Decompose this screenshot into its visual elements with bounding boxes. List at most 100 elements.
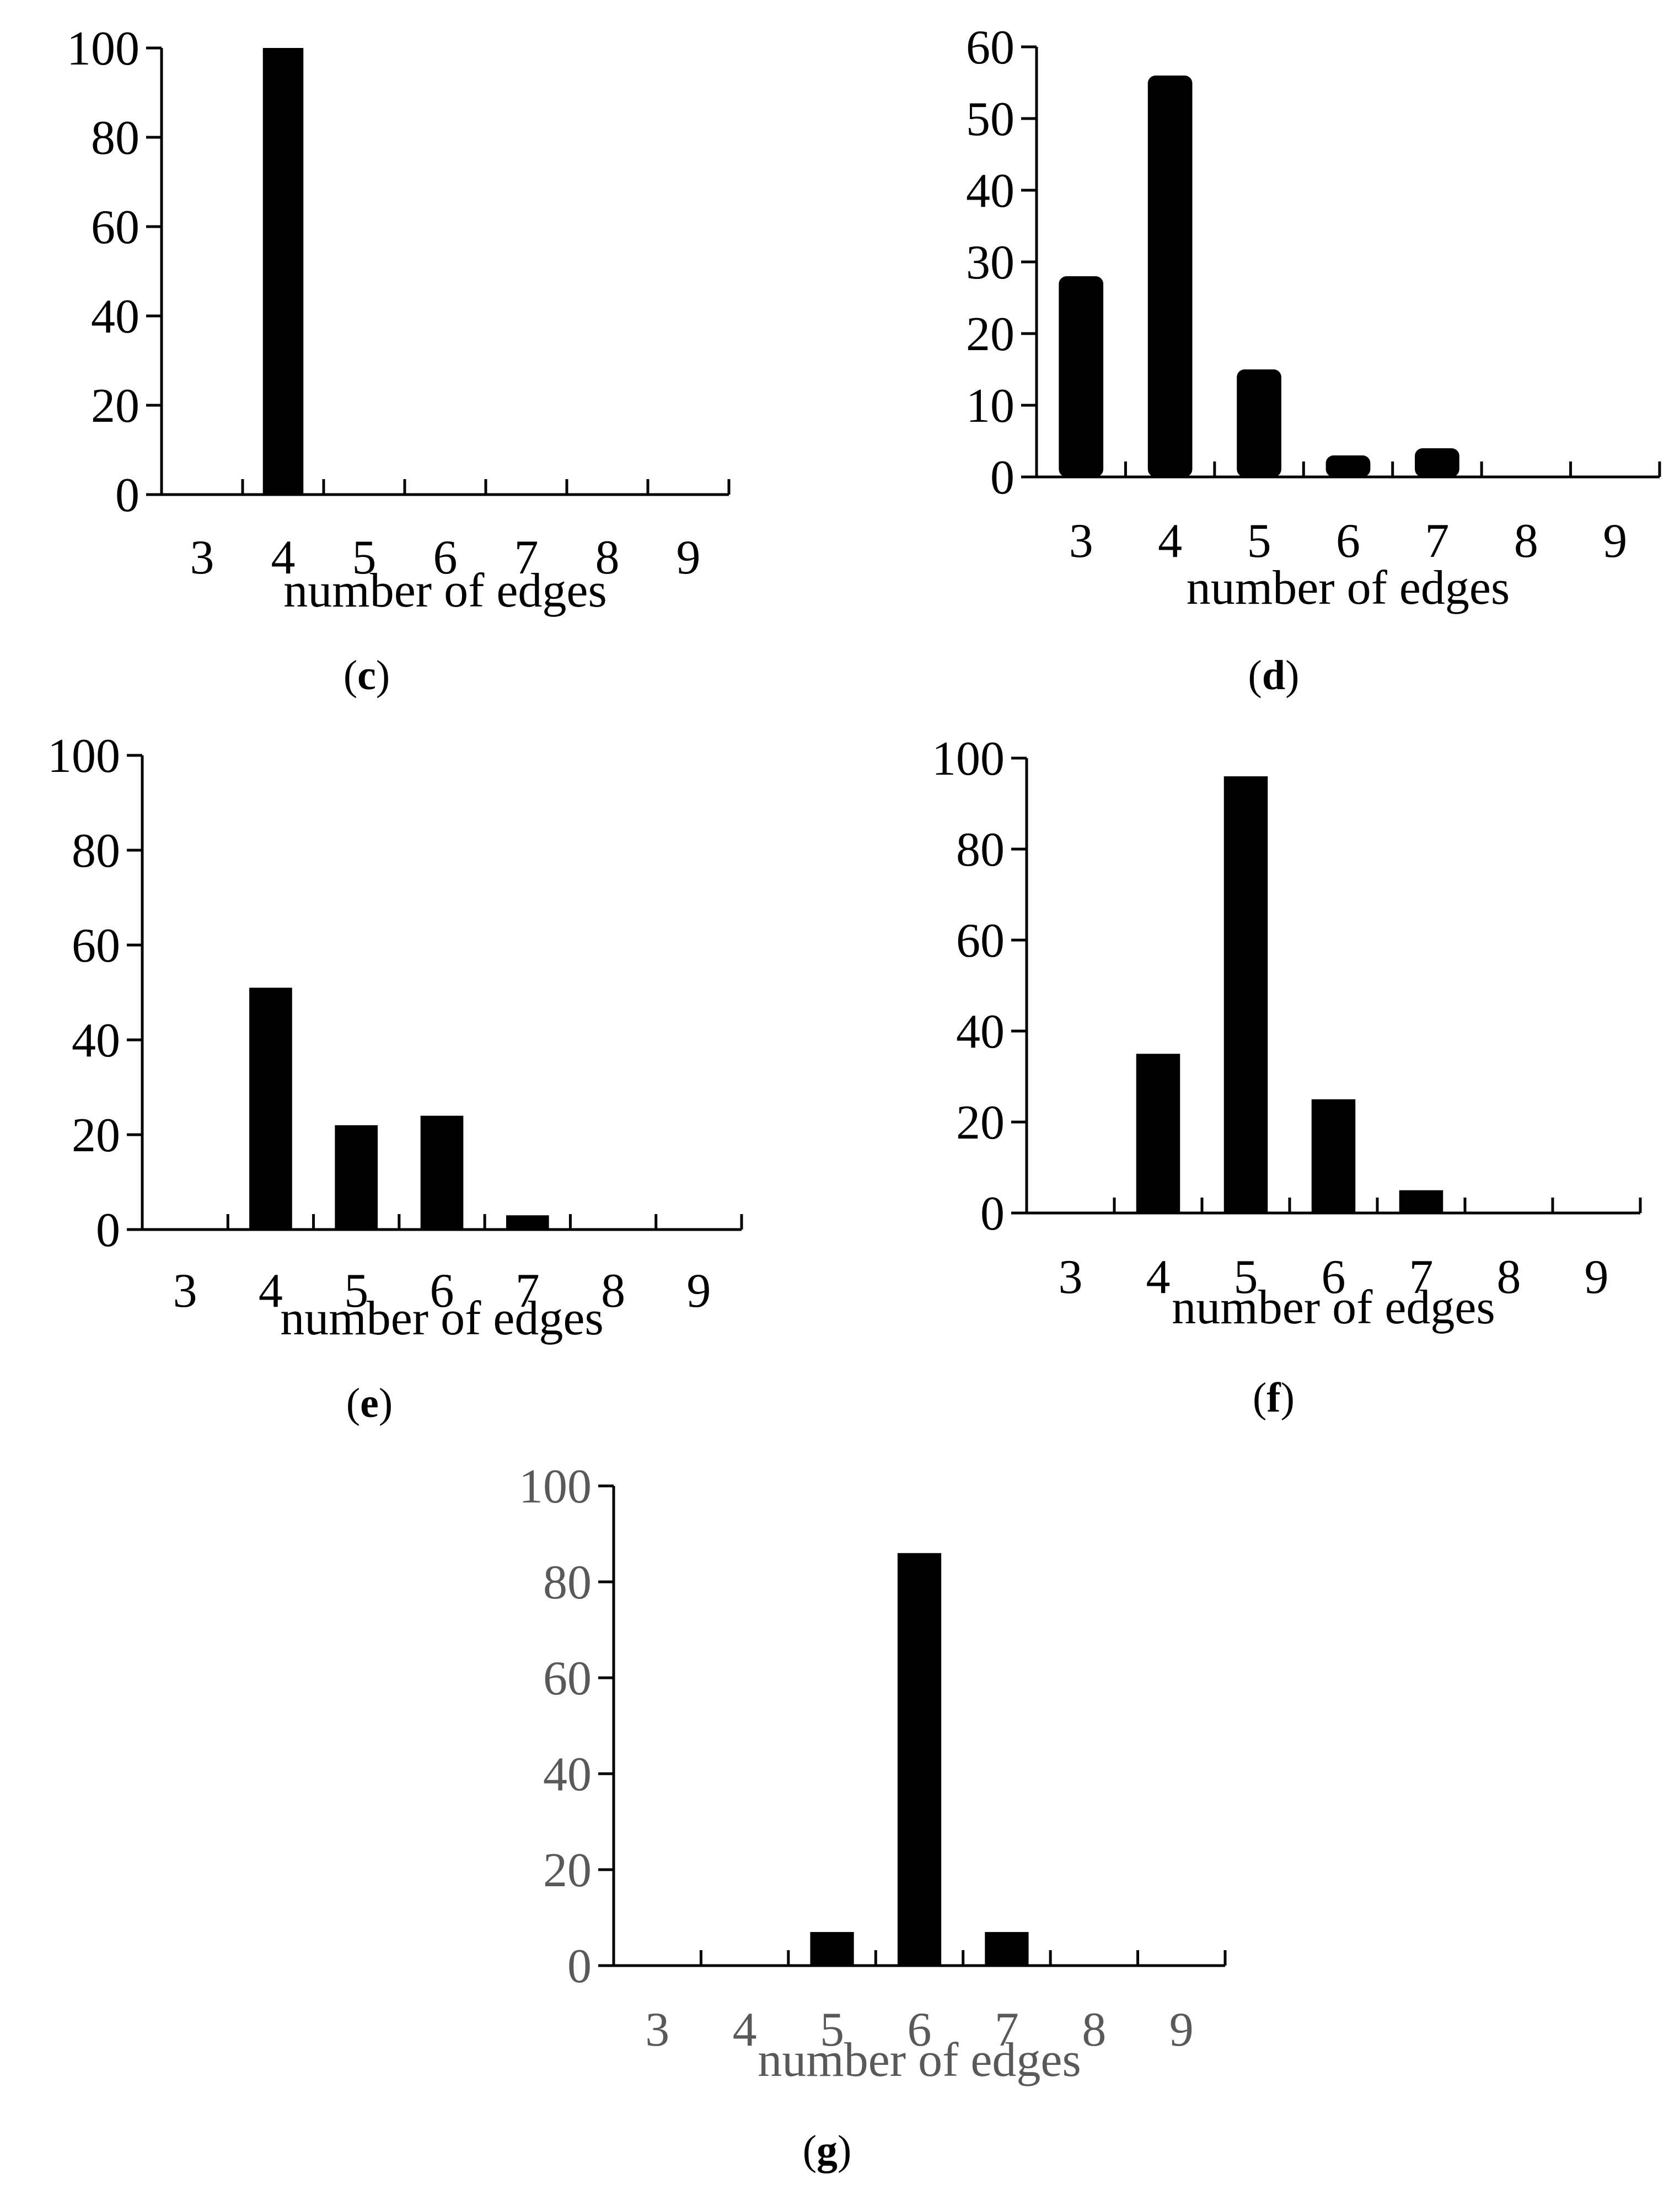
y-tick-label: 20	[91, 379, 139, 433]
x-tick-label: 4	[1158, 514, 1182, 568]
x-tick-label: 6	[908, 2003, 932, 2057]
chart-panel-d: 0 10 20 30 40 50 60 3 4 5 6 7 8 9 number of edges (d)	[966, 21, 1661, 699]
x-tick-label: 7	[1425, 514, 1449, 568]
bar-6	[1311, 1099, 1356, 1213]
bar-7	[506, 1215, 549, 1230]
y-tick-label: 60	[91, 201, 139, 254]
caption-open: (	[1248, 652, 1262, 699]
x-tick-label: 3	[645, 2003, 669, 2057]
y-tick-label: 80	[91, 111, 139, 165]
x-tick-label: 3	[1069, 514, 1093, 568]
bar-4	[249, 987, 292, 1230]
chart-panel-f: 0 20 40 60 80 100 3 4 5 6 7 8 9 number of edges (f)	[932, 732, 1642, 1421]
chart-panel-e: 0 20 40 60 80 100 3 4 5 6 7 8 9 number of edges (e)	[47, 729, 743, 1426]
y-tick-label: 60	[543, 1652, 592, 1705]
bar-5	[335, 1125, 378, 1230]
y-tick-label: 100	[47, 729, 120, 783]
y-tick-label: 50	[966, 93, 1015, 146]
caption-close: )	[379, 1380, 393, 1426]
y-tick-label: 0	[115, 469, 139, 522]
x-axis-title: number of edges	[283, 564, 606, 618]
y-tick-label: 0	[96, 1204, 120, 1257]
x-tick-label: 8	[1514, 514, 1538, 568]
x-axis-title: number of edges	[758, 2033, 1081, 2087]
x-tick-label: 6	[1336, 514, 1360, 568]
x-tick-label: 4	[733, 2003, 757, 2057]
caption-open: (	[343, 652, 357, 699]
x-tick-label: 9	[1603, 514, 1627, 568]
y-tick-label: 20	[543, 1844, 592, 1897]
x-tick-label: 4	[1146, 1250, 1171, 1304]
x-tick-label: 5	[1247, 514, 1271, 568]
x-tick-label: 6	[433, 531, 458, 584]
y-tick-label: 100	[932, 732, 1005, 786]
x-tick-label: 3	[173, 1264, 197, 1318]
y-tick-label: 0	[980, 1187, 1005, 1241]
caption-letter: g	[817, 2127, 838, 2173]
caption-close: )	[1285, 652, 1299, 699]
y-tick-label: 40	[966, 164, 1015, 218]
caption-open: (	[1253, 1375, 1266, 1421]
chart-panel-c: 0 20 40 60 80 100 3 4 5 6 7 8 9 number of edges (c)	[67, 22, 731, 699]
y-tick-label: 20	[72, 1109, 120, 1162]
y-tick-label: 40	[91, 290, 139, 343]
y-tick-label: 60	[72, 919, 120, 973]
x-axis-title: number of edges	[1187, 561, 1510, 615]
x-tick-label: 7	[516, 1264, 540, 1318]
y-tick-label: 40	[72, 1014, 120, 1067]
x-tick-label: 6	[1322, 1250, 1346, 1304]
x-tick-label: 5	[344, 1264, 368, 1318]
y-tick-label: 80	[543, 1556, 592, 1609]
y-tick-label: 0	[567, 1940, 592, 1993]
bar-6	[897, 1553, 942, 1966]
bar-6	[1325, 455, 1371, 477]
y-tick-label: 0	[990, 451, 1015, 504]
bar-4	[262, 48, 304, 495]
caption-letter: e	[360, 1380, 379, 1426]
x-tick-label: 8	[1497, 1250, 1521, 1304]
chart-panel-g: 0 20 40 60 80 100 3 4 5 6 7 8 9 number of edges (g)	[519, 1460, 1227, 2173]
bar-3	[1059, 276, 1104, 477]
caption-letter: d	[1262, 652, 1285, 699]
y-tick-label: 100	[67, 22, 139, 76]
caption-close: )	[376, 652, 390, 699]
x-tick-label: 7	[514, 531, 539, 584]
caption-close: )	[838, 2127, 851, 2173]
caption-open: (	[346, 1380, 360, 1426]
bar-7	[985, 1932, 1029, 1966]
x-tick-label: 9	[686, 1264, 711, 1318]
x-axis-title: number of edges	[280, 1292, 603, 1345]
y-tick-label: 40	[543, 1748, 592, 1801]
y-tick-label: 20	[966, 308, 1015, 361]
y-tick-label: 80	[72, 824, 120, 878]
x-tick-label: 6	[430, 1264, 454, 1318]
x-tick-label: 7	[1409, 1250, 1434, 1304]
bar-4	[1147, 76, 1193, 477]
y-tick-label: 60	[956, 914, 1005, 968]
caption-close: )	[1281, 1375, 1295, 1421]
x-tick-label: 7	[995, 2003, 1019, 2057]
panel-caption: (g)	[803, 2127, 852, 2173]
x-axis-title: number of edges	[1172, 1281, 1495, 1334]
x-tick-label: 8	[595, 531, 620, 584]
x-tick-label: 8	[601, 1264, 625, 1318]
x-tick-label: 5	[820, 2003, 844, 2057]
x-tick-label: 5	[352, 531, 377, 584]
caption-letter: f	[1266, 1375, 1281, 1421]
y-tick-label: 30	[966, 236, 1015, 289]
x-tick-label: 9	[677, 531, 701, 584]
y-tick-label: 40	[956, 1005, 1005, 1059]
y-tick-label: 20	[956, 1096, 1005, 1150]
panel-caption: (f)	[1253, 1375, 1295, 1421]
x-tick-label: 9	[1169, 2003, 1194, 2057]
bar-7	[1415, 448, 1459, 477]
panel-caption: (c)	[343, 652, 390, 699]
x-tick-label: 9	[1585, 1250, 1609, 1304]
caption-open: (	[803, 2127, 817, 2173]
y-tick-label: 80	[956, 823, 1005, 877]
panel-caption: (d)	[1248, 652, 1300, 699]
bar-5	[1223, 776, 1268, 1213]
y-tick-label: 60	[966, 21, 1015, 74]
panel-caption: (e)	[346, 1380, 393, 1426]
